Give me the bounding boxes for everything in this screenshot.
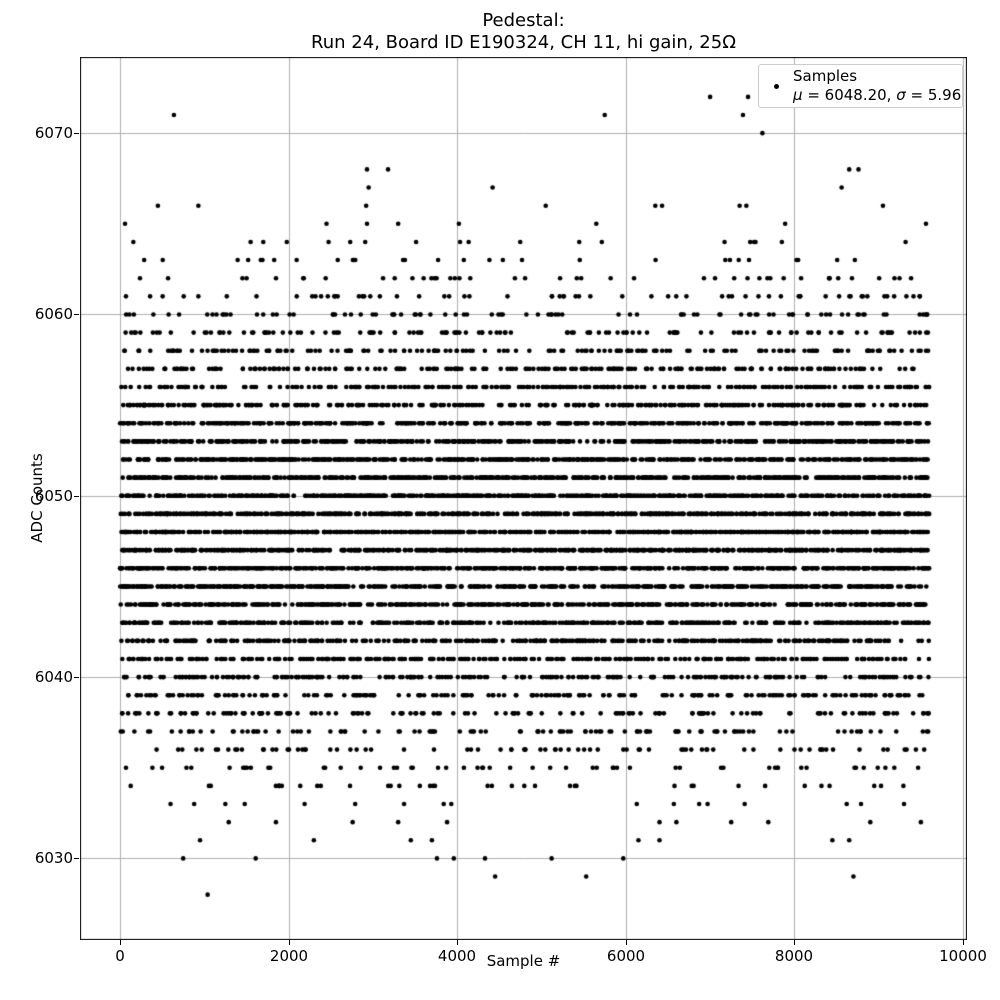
mu-value: = 6048.20, bbox=[802, 86, 897, 104]
y-tick-mark bbox=[74, 496, 79, 497]
mu-symbol: μ bbox=[793, 86, 803, 104]
x-tick-mark bbox=[963, 940, 964, 945]
y-tick-mark bbox=[74, 677, 79, 678]
plot-title: Pedestal: Run 24, Board ID E190324, CH 1… bbox=[80, 10, 967, 54]
x-tick-mark bbox=[626, 940, 627, 945]
x-axis-label: Sample # bbox=[486, 952, 561, 970]
sigma-symbol: σ bbox=[896, 86, 906, 104]
legend-marker-column bbox=[759, 83, 793, 89]
y-tick-label: 6040 bbox=[34, 668, 73, 686]
y-tick-label: 6070 bbox=[34, 124, 73, 142]
legend-text: Samples μ = 6048.20, σ = 5.96 bbox=[793, 67, 961, 105]
sample-marker-icon bbox=[773, 83, 779, 89]
legend: Samples μ = 6048.20, σ = 5.96 bbox=[758, 64, 963, 108]
y-tick-label: 6030 bbox=[34, 849, 73, 867]
y-tick-mark bbox=[74, 858, 79, 859]
x-tick-mark bbox=[120, 940, 121, 945]
x-tick-label: 6000 bbox=[606, 947, 646, 965]
y-tick-mark bbox=[74, 133, 79, 134]
scatter-plot-area bbox=[80, 57, 967, 940]
x-tick-label: 10000 bbox=[939, 947, 987, 965]
x-tick-mark bbox=[794, 940, 795, 945]
plot-title-line2: Run 24, Board ID E190324, CH 11, hi gain… bbox=[311, 32, 736, 53]
legend-entry-label: Samples bbox=[793, 67, 858, 85]
x-tick-mark bbox=[457, 940, 458, 945]
y-tick-mark bbox=[74, 314, 79, 315]
y-tick-label: 6060 bbox=[34, 305, 73, 323]
y-tick-label: 6050 bbox=[34, 487, 73, 505]
x-tick-label: 4000 bbox=[437, 947, 477, 965]
legend-stats-label: μ = 6048.20, σ = 5.96 bbox=[793, 86, 961, 105]
x-tick-label: 2000 bbox=[269, 947, 309, 965]
plot-title-line1: Pedestal: bbox=[482, 10, 565, 31]
sigma-value: = 5.96 bbox=[905, 86, 962, 104]
x-tick-label: 0 bbox=[115, 947, 125, 965]
x-tick-mark bbox=[289, 940, 290, 945]
x-tick-label: 8000 bbox=[774, 947, 814, 965]
